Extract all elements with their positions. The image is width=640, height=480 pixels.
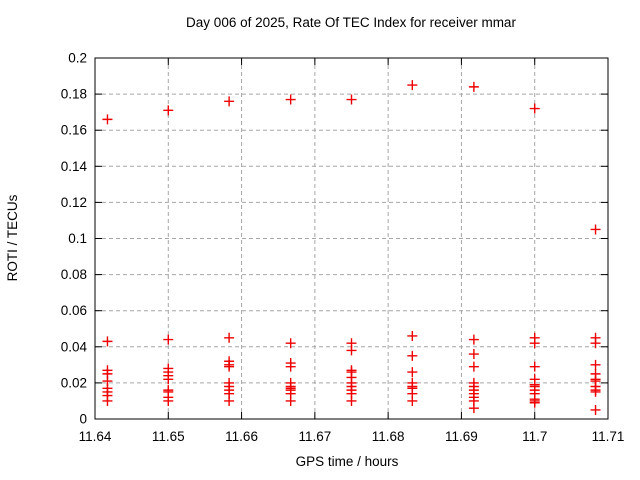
x-tick-label: 11.69	[445, 429, 478, 444]
x-tick-label: 11.65	[152, 429, 185, 444]
x-axis-label: GPS time / hours	[296, 454, 399, 469]
data-point-marker	[163, 105, 174, 116]
data-point-marker	[407, 80, 418, 91]
data-point-marker	[407, 395, 418, 406]
data-point-marker	[102, 395, 113, 406]
y-tick-label: 0.18	[61, 87, 87, 102]
data-point-marker	[468, 403, 479, 414]
data-point-marker	[285, 395, 296, 406]
data-point-marker	[346, 395, 357, 406]
data-point-marker	[102, 336, 113, 347]
y-tick-label: 0.1	[68, 231, 87, 246]
data-point-marker	[529, 338, 540, 349]
data-point-marker	[468, 334, 479, 345]
x-tick-label: 11.7	[522, 429, 547, 444]
data-point-marker	[224, 361, 235, 372]
y-tick-label: 0.14	[61, 159, 88, 174]
y-tick-labels: 0 0.02 0.04 0.06 0.08 0.1 0.12 0.14 0.16 0.18 0.2	[61, 51, 88, 427]
data-point-marker	[468, 81, 479, 92]
data-point-marker	[224, 332, 235, 343]
data-point-marker	[590, 224, 601, 235]
data-point-marker	[163, 395, 174, 406]
x-tick-label: 11.68	[372, 429, 405, 444]
data-point-marker	[285, 361, 296, 372]
data-point-marker	[590, 338, 601, 349]
data-point-marker	[163, 334, 174, 345]
data-point-marker	[529, 361, 540, 372]
data-points	[102, 80, 601, 415]
data-point-marker	[529, 103, 540, 114]
y-tick-label: 0.08	[61, 267, 87, 282]
x-tick-label: 11.64	[79, 429, 112, 444]
y-tick-label: 0.06	[61, 303, 87, 318]
x-tick-label: 11.71	[592, 429, 625, 444]
chart-title: Day 006 of 2025, Rate Of TEC Index for r…	[186, 15, 516, 30]
data-point-marker	[285, 338, 296, 349]
data-point-marker	[163, 374, 174, 385]
data-point-marker	[102, 114, 113, 125]
y-tick-label: 0.2	[68, 51, 87, 66]
data-point-marker	[224, 96, 235, 107]
data-point-marker	[346, 345, 357, 356]
data-point-marker	[224, 395, 235, 406]
data-point-marker	[407, 350, 418, 361]
y-tick-label: 0.16	[61, 123, 87, 138]
x-tick-label: 11.67	[298, 429, 331, 444]
data-point-marker	[468, 361, 479, 372]
data-point-marker	[529, 397, 540, 408]
plot-border	[94, 57, 609, 420]
x-tick-labels: 11.64 11.65 11.66 11.67 11.68 11.69 11.7 11.71	[79, 429, 625, 444]
y-tick-label: 0.02	[61, 375, 87, 390]
data-point-marker	[407, 367, 418, 378]
y-tick-label: 0.12	[61, 195, 87, 210]
axis-labels: Day 006 of 2025, Rate Of TEC Index for r…	[5, 15, 516, 469]
data-point-marker	[407, 330, 418, 341]
data-point-marker	[590, 359, 601, 370]
grid-lines	[95, 58, 608, 419]
data-point-marker	[590, 386, 601, 397]
data-point-marker	[468, 349, 479, 360]
x-tick-label: 11.66	[225, 429, 258, 444]
data-point-marker	[285, 94, 296, 105]
data-point-marker	[346, 94, 357, 105]
y-tick-label: 0	[79, 412, 87, 427]
y-axis-label: ROTI / TECUs	[5, 194, 20, 281]
data-point-marker	[590, 404, 601, 415]
y-tick-label: 0.04	[61, 339, 88, 354]
